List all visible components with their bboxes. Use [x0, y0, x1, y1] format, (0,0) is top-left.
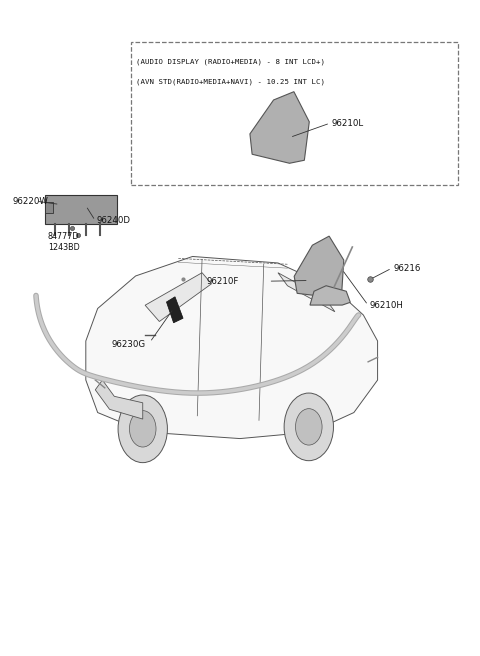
Polygon shape — [145, 273, 212, 321]
Circle shape — [284, 393, 334, 461]
Bar — [46, 203, 53, 213]
Text: 84777D
1243BD: 84777D 1243BD — [48, 232, 80, 252]
Circle shape — [118, 395, 168, 462]
Text: 96216: 96216 — [393, 264, 420, 273]
Text: 96220W: 96220W — [12, 197, 48, 206]
Polygon shape — [86, 256, 378, 439]
Polygon shape — [278, 273, 335, 312]
FancyBboxPatch shape — [131, 42, 458, 185]
Polygon shape — [96, 380, 143, 419]
Text: (AVN STD(RADIO+MEDIA+NAVI) - 10.25 INT LC): (AVN STD(RADIO+MEDIA+NAVI) - 10.25 INT L… — [136, 78, 324, 85]
Circle shape — [296, 409, 322, 445]
Text: 96230G: 96230G — [112, 340, 146, 349]
Circle shape — [130, 411, 156, 447]
Polygon shape — [310, 286, 350, 305]
Text: 96210L: 96210L — [332, 119, 364, 128]
Bar — [46, 195, 117, 224]
Text: 96210H: 96210H — [370, 300, 403, 310]
Text: (AUDIO DISPLAY (RADIO+MEDIA) - 8 INT LCD+): (AUDIO DISPLAY (RADIO+MEDIA) - 8 INT LCD… — [136, 58, 324, 64]
Text: 96240D: 96240D — [96, 216, 131, 225]
Polygon shape — [167, 297, 183, 323]
Polygon shape — [250, 92, 309, 163]
Text: 96210F: 96210F — [207, 277, 239, 285]
Polygon shape — [294, 236, 344, 297]
